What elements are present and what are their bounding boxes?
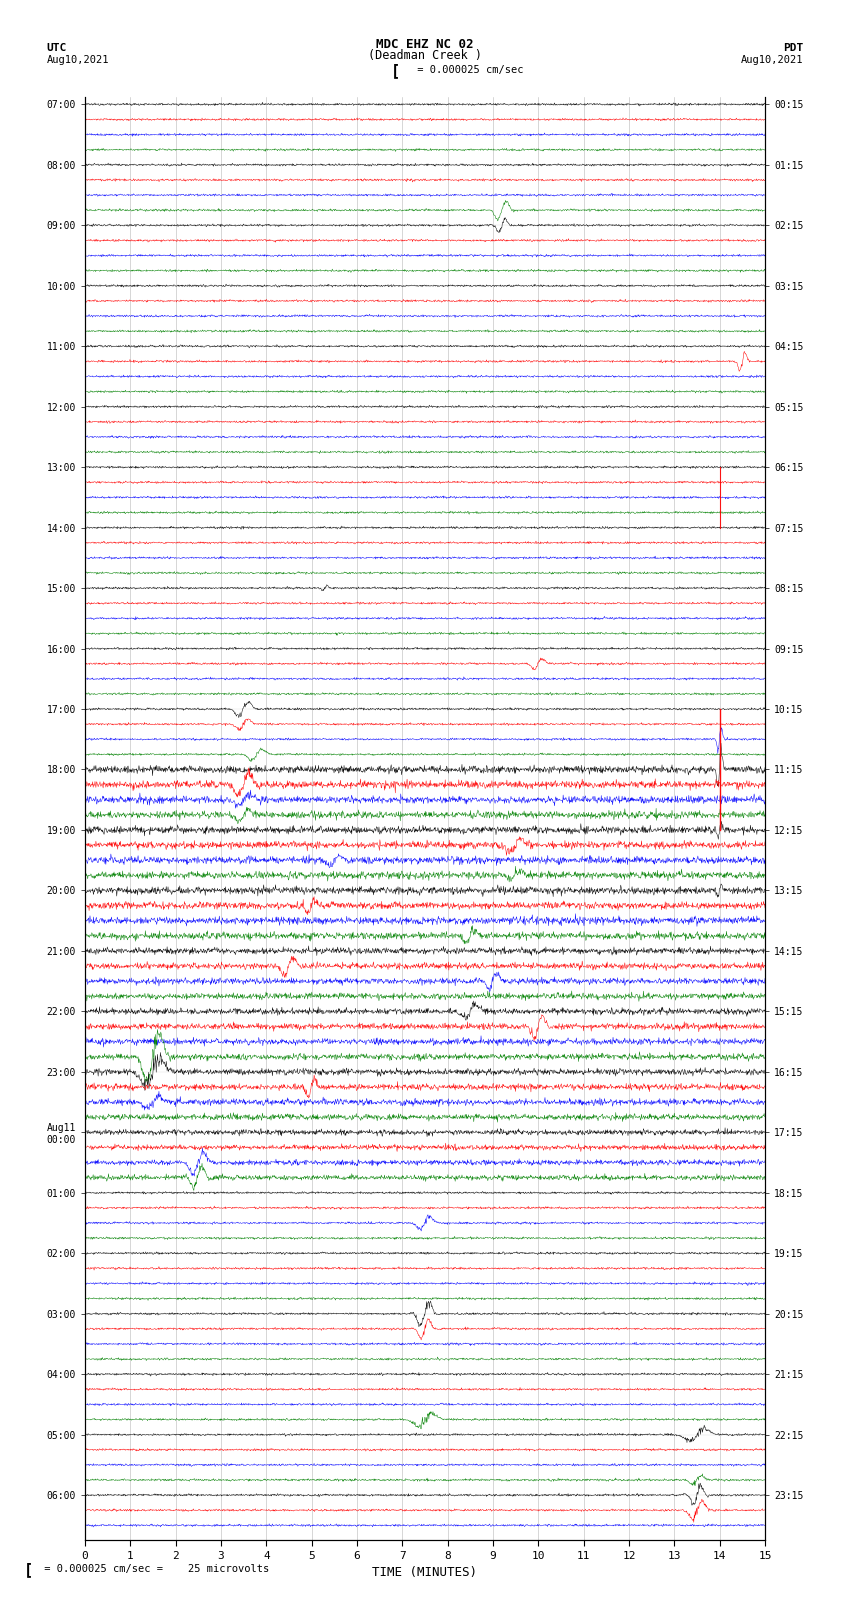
Text: [: [ (391, 63, 399, 77)
Text: UTC: UTC (47, 44, 67, 53)
X-axis label: TIME (MINUTES): TIME (MINUTES) (372, 1566, 478, 1579)
Text: MDC EHZ NC 02: MDC EHZ NC 02 (377, 37, 473, 50)
Text: [: [ (24, 1561, 33, 1578)
Text: (Deadman Creek ): (Deadman Creek ) (368, 48, 482, 63)
Text: Aug10,2021: Aug10,2021 (740, 55, 803, 65)
Text: PDT: PDT (783, 44, 803, 53)
Text: Aug10,2021: Aug10,2021 (47, 55, 110, 65)
Text: = 0.000025 cm/sec =    25 microvolts: = 0.000025 cm/sec = 25 microvolts (38, 1565, 269, 1574)
Text: = 0.000025 cm/sec: = 0.000025 cm/sec (411, 65, 523, 76)
